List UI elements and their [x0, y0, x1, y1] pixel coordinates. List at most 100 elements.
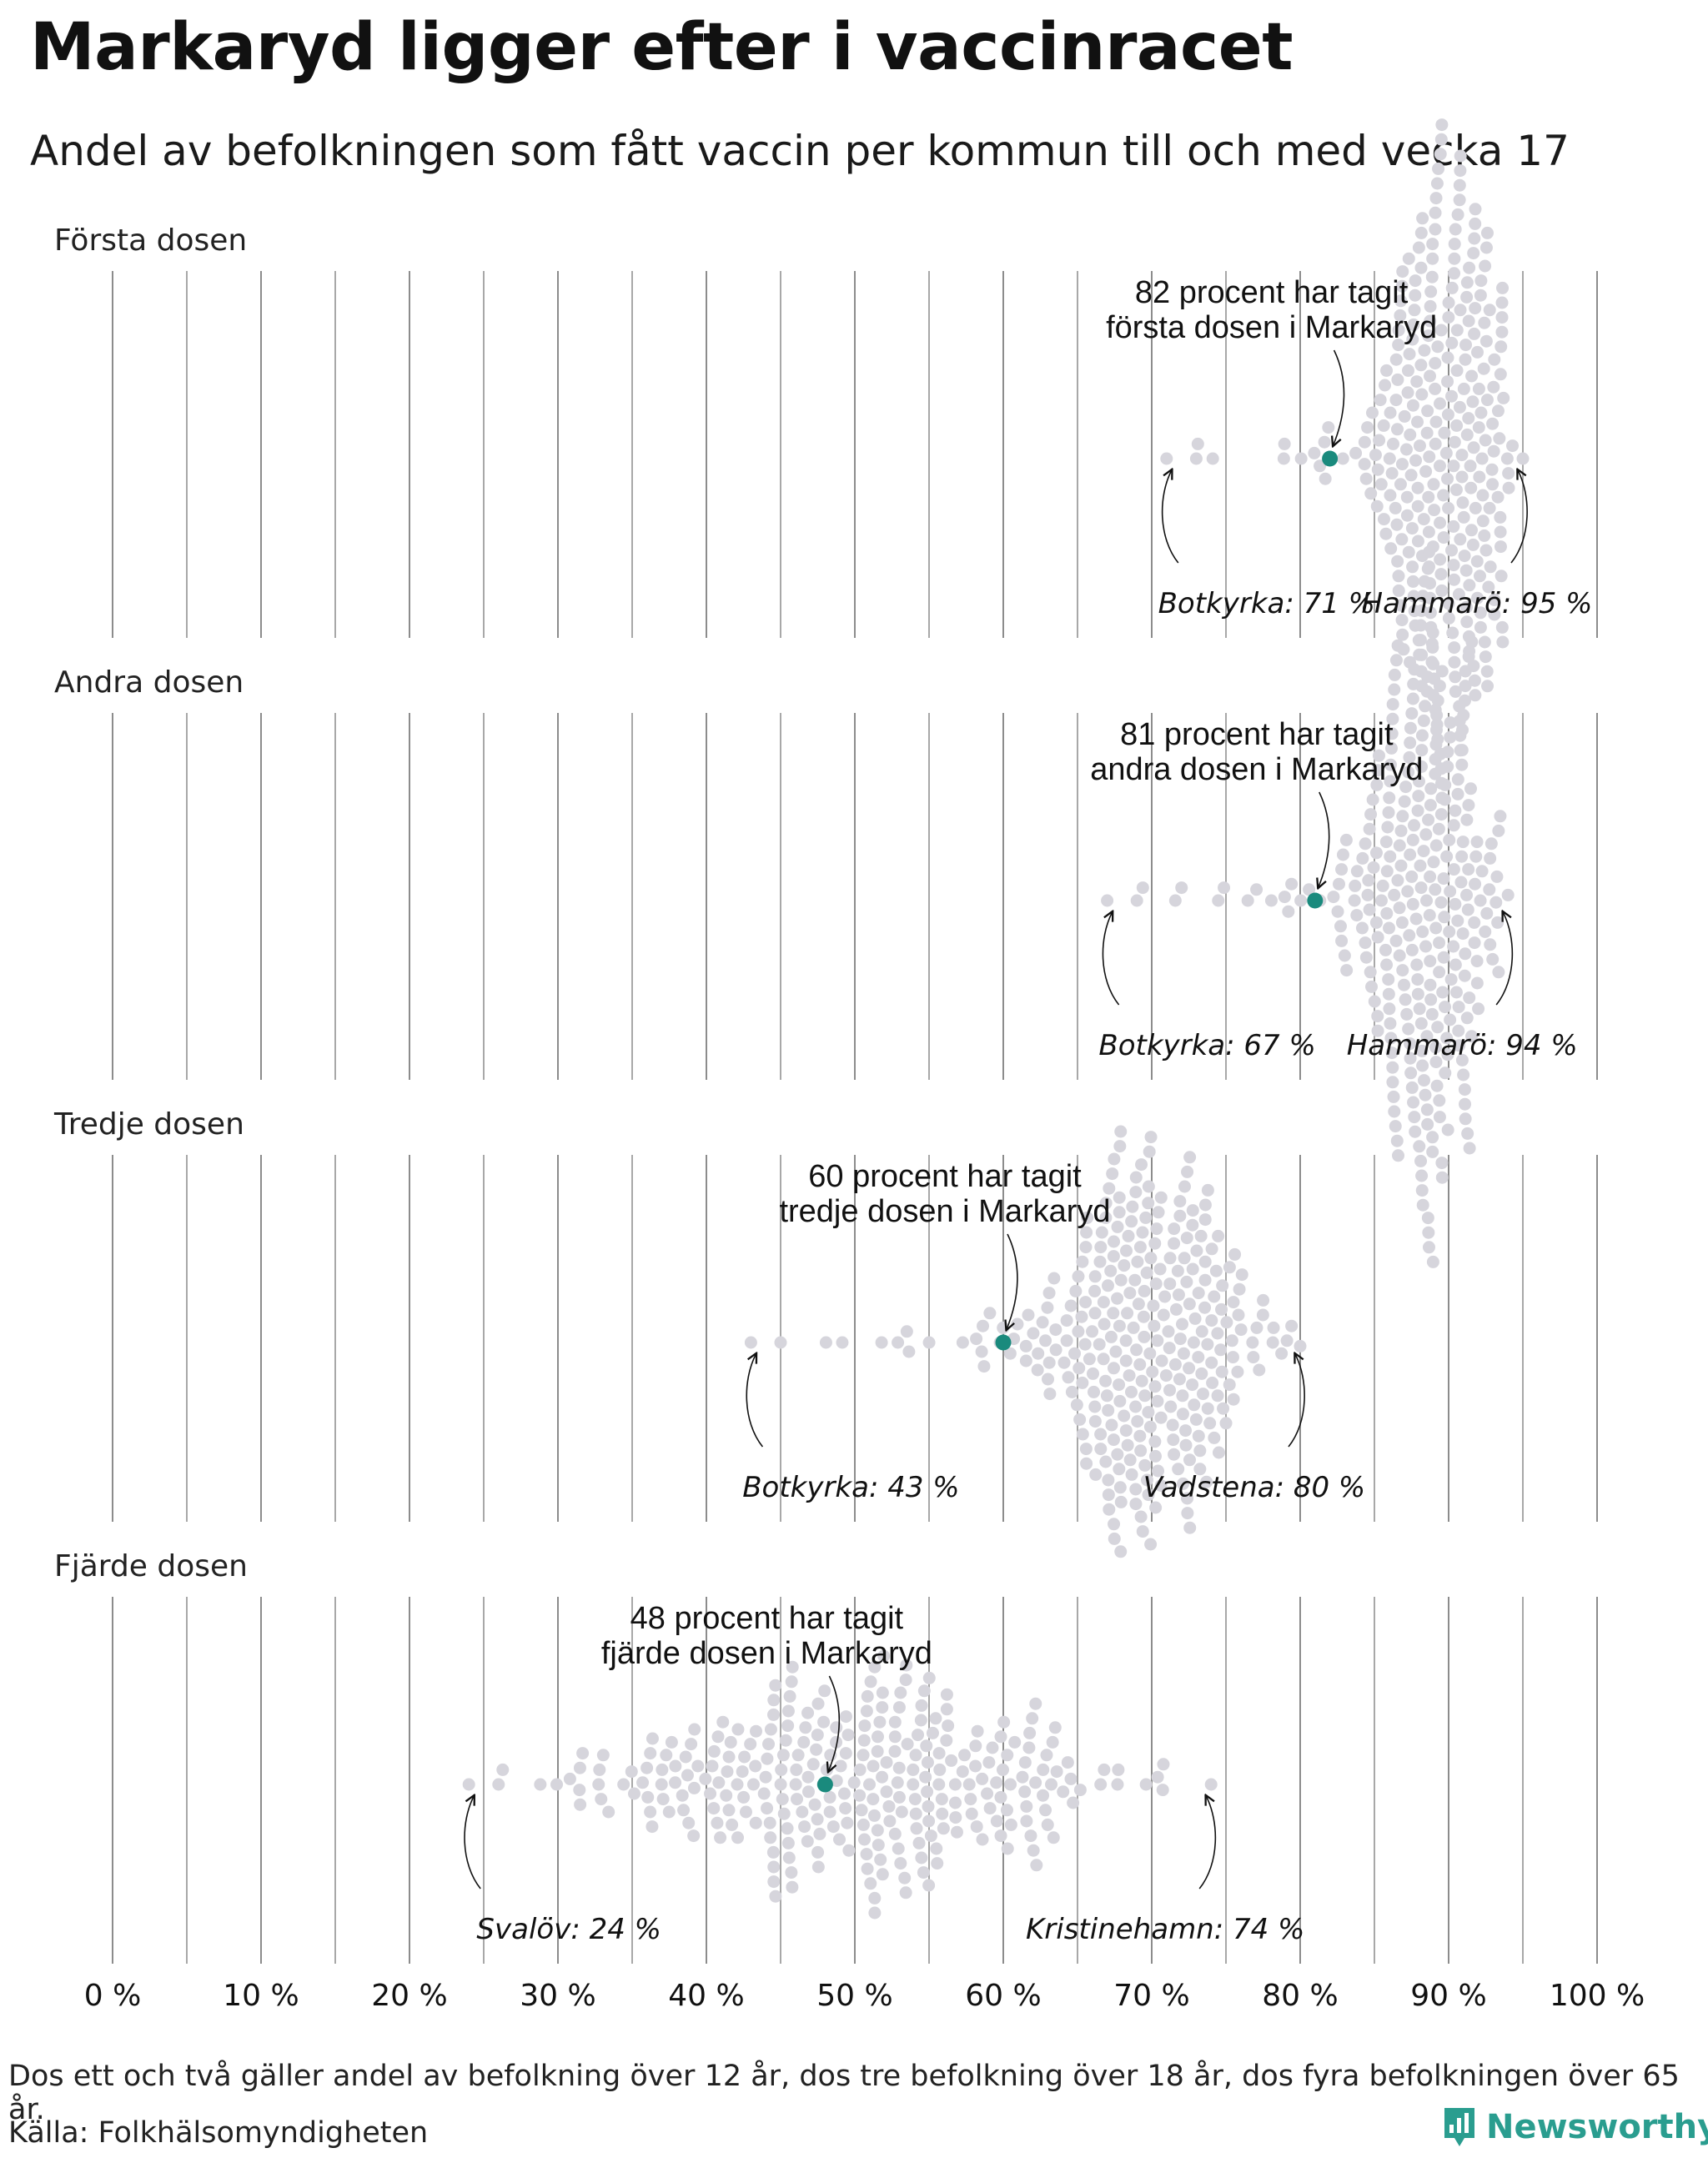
kommun-dot [1486, 478, 1500, 491]
kommun-dot [1459, 947, 1472, 961]
kommun-dot [811, 1845, 825, 1859]
kommun-dot [1216, 1279, 1229, 1292]
kommun-dot [1142, 1197, 1155, 1210]
kommun-dot [1445, 544, 1459, 557]
kommun-dot [1406, 399, 1419, 412]
kommun-dot [1060, 1314, 1073, 1327]
kommun-dot [1415, 744, 1429, 757]
kommun-dot [1181, 1507, 1194, 1520]
kommun-dot [1047, 1272, 1061, 1285]
kommun-dot [876, 1868, 889, 1881]
kommun-dot [1367, 861, 1380, 874]
kommun-dot [942, 1719, 955, 1733]
kommun-dot [1433, 459, 1446, 473]
kommun-dot [1455, 758, 1469, 771]
kommun-dot [1072, 1325, 1085, 1338]
kommun-dot [1424, 993, 1438, 1006]
kommun-dot [1140, 1473, 1153, 1487]
kommun-dot [1168, 894, 1182, 907]
kommun-dot [1285, 1319, 1299, 1332]
kommun-dot [1193, 1463, 1207, 1476]
kommun-dot [894, 1857, 907, 1870]
kommun-dot [1409, 454, 1423, 467]
kommun-dot [724, 1735, 737, 1749]
kommun-dot [1359, 837, 1372, 851]
x-tick-label: 10 % [223, 1979, 299, 2013]
kommun-dot [1447, 863, 1460, 876]
kommun-dot [830, 1721, 843, 1734]
kommun-dot [1143, 1420, 1157, 1433]
kommun-dot [1437, 951, 1450, 964]
x-tick-label: 50 % [816, 1979, 892, 2013]
kommun-dot [1156, 1784, 1169, 1797]
kommun-dot [1494, 510, 1507, 524]
kommun-dot [1157, 1308, 1170, 1322]
markaryd-dot [1307, 892, 1324, 909]
kommun-dot [888, 1744, 902, 1758]
kommun-dot [1449, 804, 1462, 817]
kommun-dot [1108, 1235, 1121, 1248]
kommun-dot [1016, 1770, 1029, 1784]
kommun-dot [1154, 1411, 1168, 1424]
kommun-dot [1189, 1413, 1203, 1426]
kommun-dot [1132, 1297, 1145, 1311]
kommun-dot [1442, 296, 1455, 309]
kommun-dot [1106, 1167, 1119, 1181]
kommun-dot [1449, 223, 1462, 236]
kommun-dot [1392, 324, 1405, 337]
kommun-dot [1376, 879, 1389, 892]
kommun-dot [1094, 1778, 1108, 1791]
kommun-dot [1030, 1859, 1043, 1872]
kommun-dot [1455, 1053, 1469, 1066]
kommun-dot [1073, 1784, 1087, 1797]
kommun-dot [1187, 1336, 1200, 1349]
kommun-dot [757, 1787, 771, 1800]
kommun-dot [1285, 877, 1299, 891]
kommun-dot [853, 1763, 867, 1776]
kommun-dot [1415, 388, 1429, 401]
kommun-dot [1487, 444, 1500, 458]
kommun-dot [1153, 1262, 1167, 1276]
kommun-dot [1394, 294, 1408, 308]
kommun-dot [1409, 1125, 1422, 1138]
kommun-dot [1335, 934, 1349, 947]
kommun-dot [1419, 700, 1432, 713]
kommun-dot [1425, 1007, 1439, 1021]
kommun-dot [811, 1860, 825, 1874]
kommun-dot [1194, 1229, 1208, 1242]
kommun-dot [1396, 265, 1409, 279]
kommun-dot [1366, 793, 1379, 806]
kommun-dot [798, 1820, 811, 1834]
kommun-dot [592, 1778, 605, 1791]
kommun-dot [1411, 481, 1424, 494]
kommun-dot [868, 1891, 882, 1905]
kommun-dot [1042, 1373, 1055, 1386]
kommun-dot [801, 1706, 815, 1719]
kommun-dot [1456, 496, 1469, 509]
kommun-dot [876, 1701, 889, 1714]
kommun-dot [1458, 694, 1471, 707]
kommun-dot [1031, 1363, 1044, 1377]
kommun-dot [1365, 980, 1379, 993]
kommun-dot [1338, 949, 1351, 962]
kommun-dot [977, 1360, 991, 1373]
kommun-dot [1188, 1398, 1201, 1412]
kommun-dot [1143, 1145, 1156, 1158]
kommun-dot [762, 1738, 776, 1751]
kommun-dot [1468, 916, 1481, 929]
kommun-dot [1471, 591, 1484, 605]
max-label: Vadstena: 80 % [1143, 1471, 1366, 1504]
kommun-dot [1166, 1418, 1179, 1432]
kommun-dot [1154, 1479, 1168, 1493]
kommun-dot [1332, 877, 1345, 891]
kommun-dot [1064, 1772, 1078, 1785]
kommun-dot [731, 1831, 745, 1844]
kommun-dot [1024, 1829, 1037, 1843]
kommun-dot [900, 1659, 913, 1672]
kommun-dot [1099, 1374, 1113, 1388]
kommun-dot [1459, 564, 1473, 577]
kommun-dot [1093, 1255, 1107, 1268]
kommun-dot [1193, 1444, 1207, 1458]
kommun-dot [1004, 1818, 1017, 1831]
kommun-dot [1424, 799, 1437, 812]
